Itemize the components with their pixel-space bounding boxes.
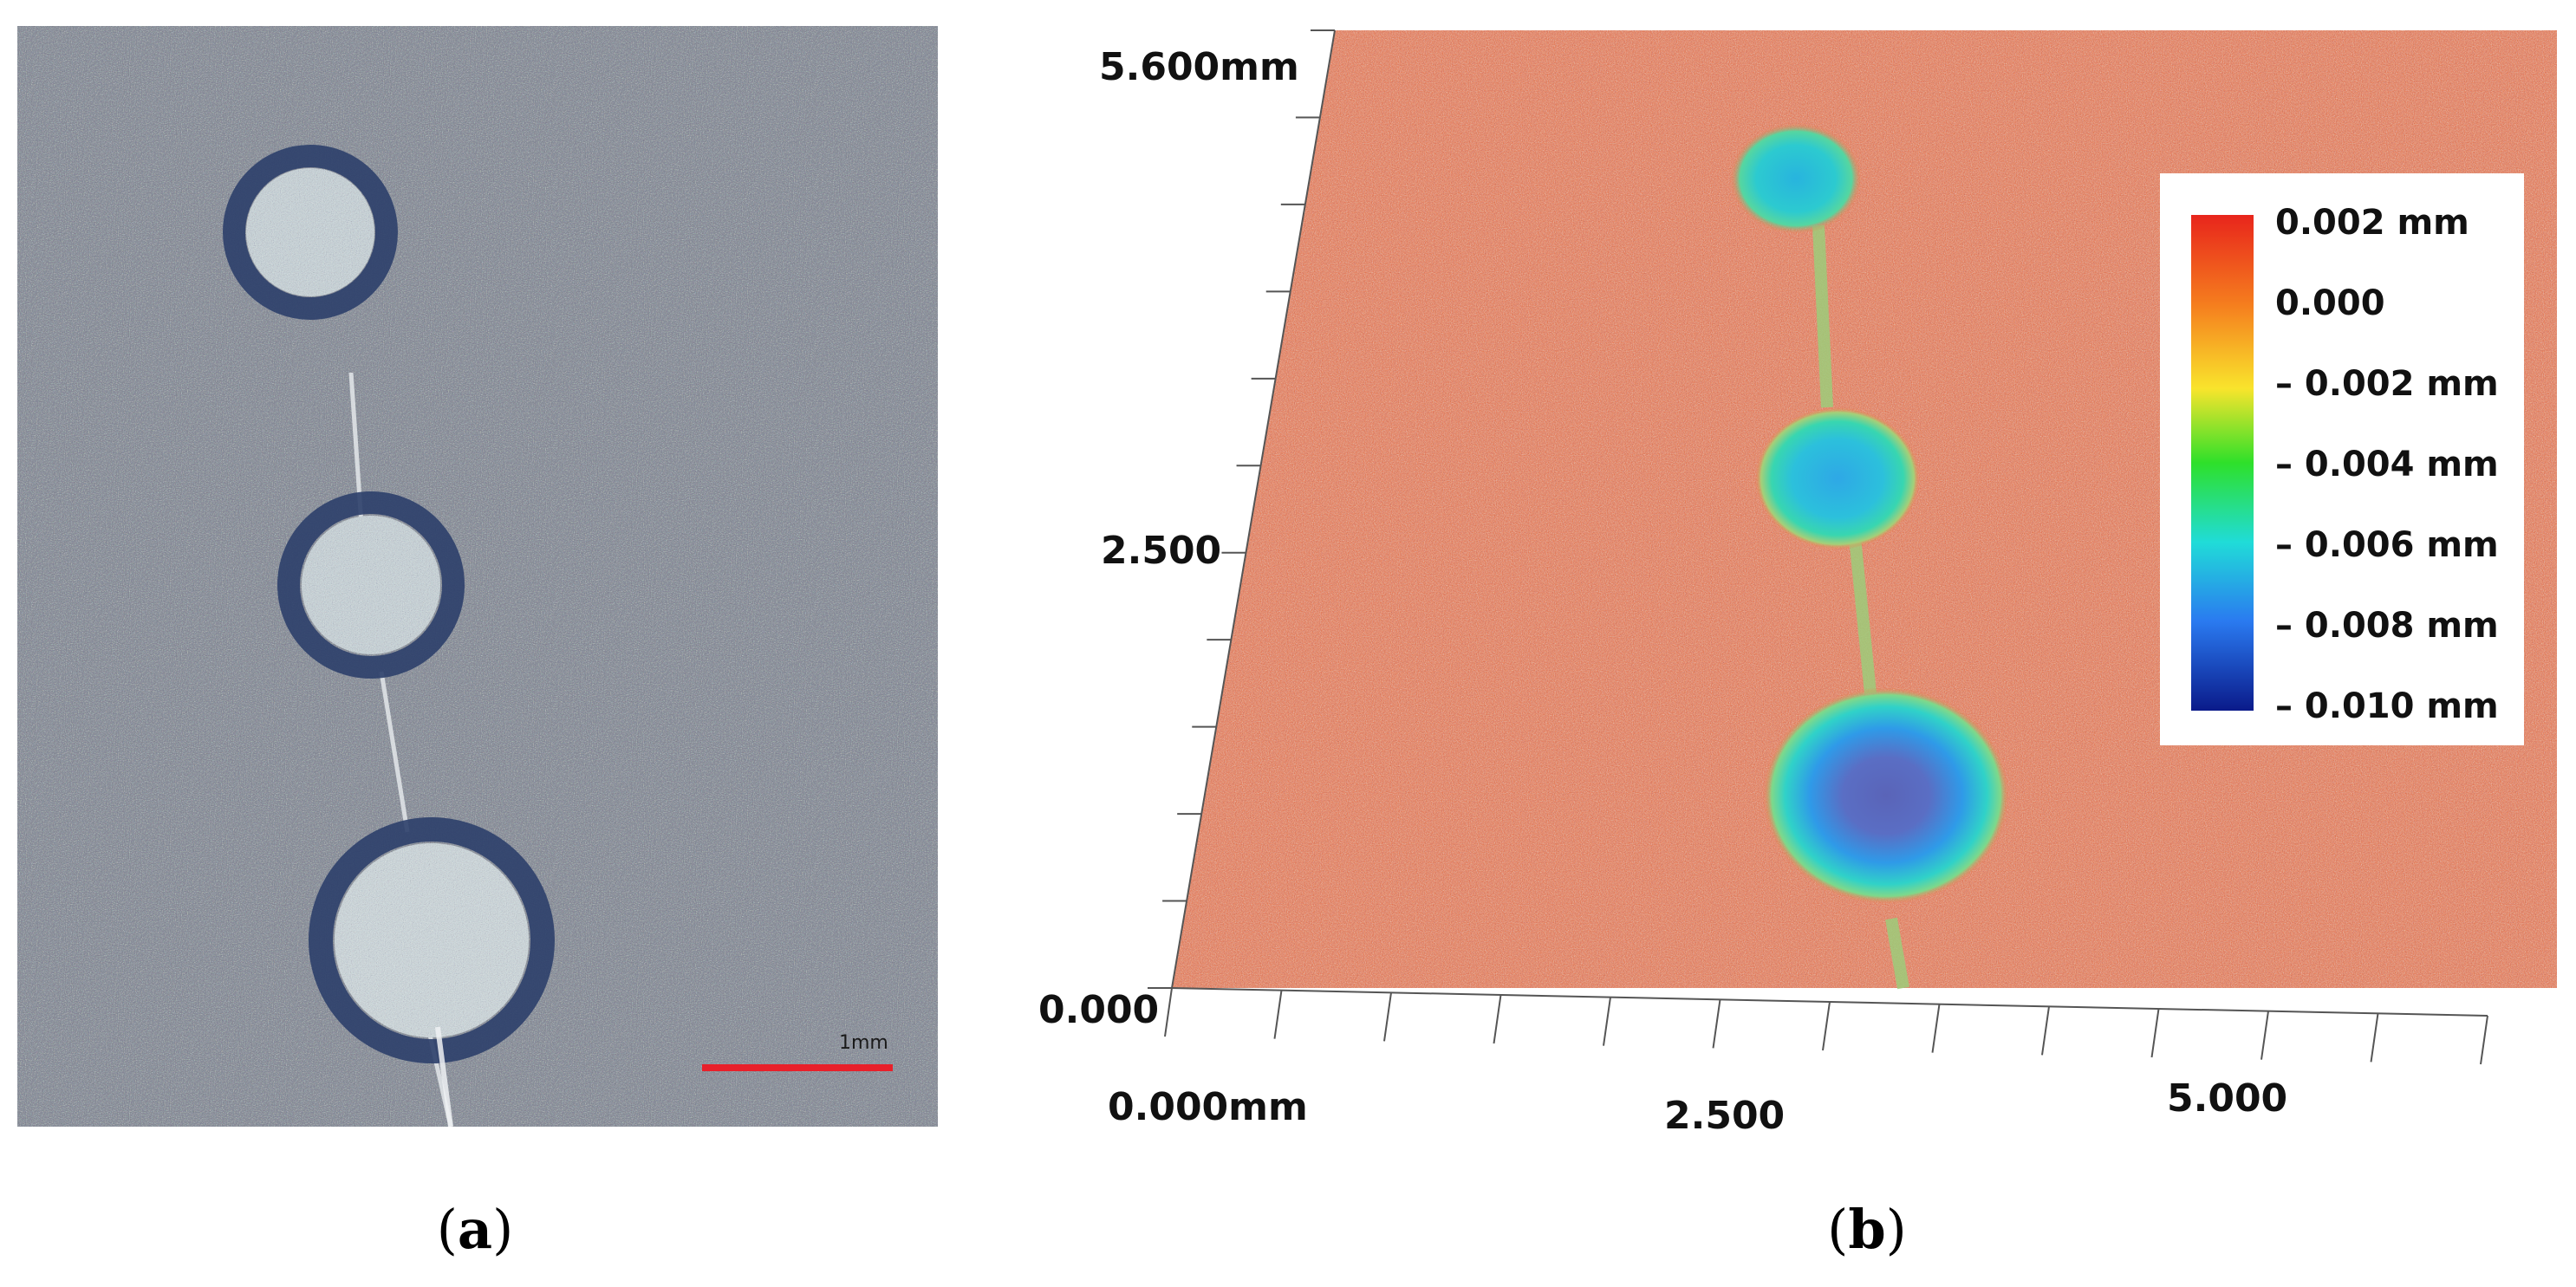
x-tick xyxy=(1383,992,1392,1042)
y-axis-line xyxy=(1171,29,1336,989)
scratch-line-lower xyxy=(435,1026,453,1127)
indent-medium xyxy=(277,491,465,679)
y-tick-label-bottom: 0.000 xyxy=(1038,988,1159,1032)
x-tick xyxy=(2150,1008,2160,1058)
x-tick xyxy=(2370,1013,2379,1063)
colorbar-label-6: – 0.010 mm xyxy=(2275,686,2499,726)
x-tick xyxy=(1603,997,1611,1046)
x-tick-label-mid: 2.500 xyxy=(1664,1094,1785,1138)
y-tick-label-mid: 2.500 xyxy=(1101,529,1221,573)
panel-a-label: (a) xyxy=(437,1198,514,1261)
panel-a-micrograph: 1mm xyxy=(17,26,938,1127)
panel-b-profile: 5.600mm 2.500 0.000 0.000mm 2.500 5.000 … xyxy=(1038,29,2557,1138)
colorbar-label-1: 0.000 xyxy=(2275,283,2385,323)
indent-small xyxy=(223,145,398,320)
scratch-track xyxy=(1812,224,1909,990)
indent-large xyxy=(309,817,555,1063)
scale-bar-label: 1mm xyxy=(839,1032,888,1054)
crater-large xyxy=(1763,687,2009,904)
x-tick xyxy=(2041,1006,2050,1056)
x-tick xyxy=(1273,990,1283,1039)
x-tick xyxy=(1164,987,1173,1037)
x-tick xyxy=(1931,1004,1941,1053)
x-tick xyxy=(2480,1015,2488,1065)
x-tick-label-start: 0.000mm xyxy=(1108,1085,1308,1129)
colorbar-legend: 0.002 mm 0.000 – 0.002 mm – 0.004 mm – 0.006… xyxy=(2160,173,2524,745)
crater-small xyxy=(1730,123,1862,234)
colorbar-label-0: 0.002 mm xyxy=(2275,203,2469,243)
colorbar-gradient xyxy=(2191,215,2254,711)
x-tick xyxy=(1712,999,1721,1049)
x-axis-ticks xyxy=(1164,987,2488,1065)
x-tick-label-end: 5.000 xyxy=(2167,1076,2287,1121)
y-tick-label-top: 5.600mm xyxy=(1099,45,1299,89)
x-tick xyxy=(1822,1001,1831,1051)
x-tick xyxy=(1493,994,1502,1044)
x-tick xyxy=(2261,1011,2269,1060)
colorbar-label-4: – 0.006 mm xyxy=(2275,525,2499,565)
panel-b-label: (b) xyxy=(1827,1198,1907,1261)
y-axis-ticks xyxy=(1148,29,1335,989)
colorbar-label-3: – 0.004 mm xyxy=(2275,445,2499,484)
colorbar-label-5: – 0.008 mm xyxy=(2275,606,2499,646)
colorbar-label-2: – 0.002 mm xyxy=(2275,364,2499,404)
crater-medium xyxy=(1755,407,1920,549)
